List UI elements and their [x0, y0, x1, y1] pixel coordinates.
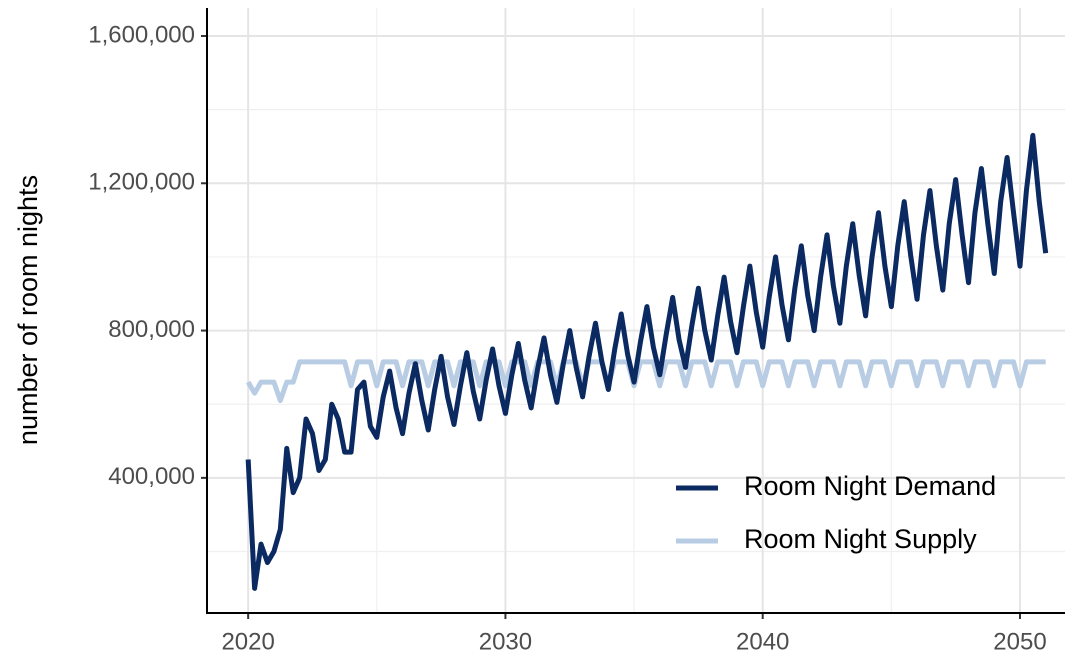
- y-tick-label: 1,200,000: [88, 169, 195, 196]
- y-tick-label: 800,000: [108, 316, 195, 343]
- line-series: [246, 359, 1046, 404]
- x-tick-label: 2040: [736, 628, 789, 655]
- x-tick-label: 2030: [479, 628, 532, 655]
- y-tick-label: 1,600,000: [88, 21, 195, 48]
- legend-label: Room Night Demand: [744, 471, 996, 501]
- y-tick-label: 400,000: [108, 463, 195, 490]
- y-axis-title: number of room nights: [13, 175, 43, 445]
- x-tick-label: 2020: [221, 628, 274, 655]
- x-tick-label: 2050: [993, 628, 1046, 655]
- line-series: [245, 132, 1049, 591]
- legend-label: Room Night Supply: [744, 524, 977, 554]
